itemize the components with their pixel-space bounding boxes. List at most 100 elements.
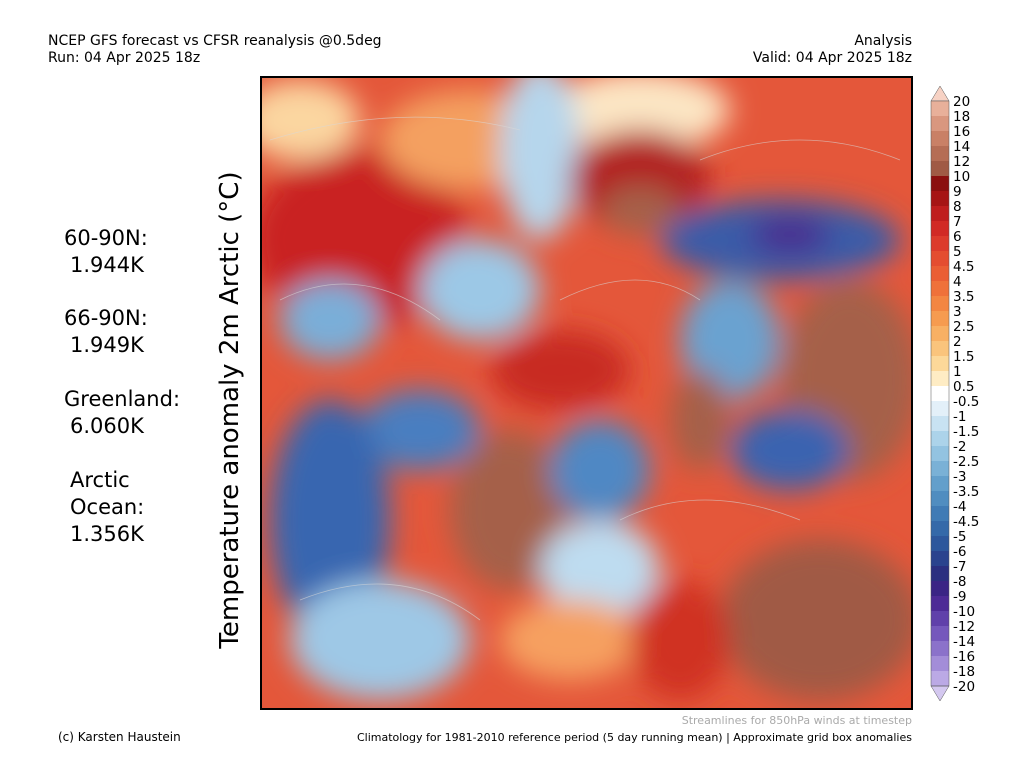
colorbar-swatch [931,446,949,461]
colorbar-label: 1.5 [953,349,974,365]
colorbar-label: 4 [953,274,962,290]
colorbar-label: -8 [953,574,966,590]
colorbar-label: -12 [953,619,975,635]
colorbar-swatch [931,431,949,446]
stat-value: 1.944K [70,253,145,277]
colorbar-label: 3 [953,304,962,320]
colorbar-swatch [931,401,949,416]
colorbar-label: 10 [953,169,970,185]
stat-value: 1.356K [70,522,145,546]
colorbar-label: 18 [953,109,970,125]
stat-value: 1.949K [70,333,145,357]
colorbar-label: 2 [953,334,962,350]
colorbar-label: 1 [953,364,962,380]
colorbar-swatch [931,596,949,611]
colorbar-swatch [931,161,949,176]
colorbar-label: 4.5 [953,259,974,275]
colorbar-end [930,685,950,702]
colorbar-label: -3 [953,469,966,485]
colorbar-label: 8 [953,199,962,215]
stat-value: 6.060K [70,414,145,438]
axis-title: Temperature anomaly 2m Arctic (°C) [215,171,245,649]
colorbar-swatch [931,626,949,641]
streamline-note: Streamlines for 850hPa winds at timestep [682,714,912,727]
colorbar-swatch [931,146,949,161]
colorbar-swatch [931,191,949,206]
colorbar-swatch [931,566,949,581]
colorbar-swatch [931,371,949,386]
colorbar-label: 20 [953,94,970,110]
colorbar-label: -20 [953,679,975,695]
colorbar-label: 3.5 [953,289,974,305]
colorbar-label: 14 [953,139,970,155]
colorbar-label: -16 [953,649,975,665]
colorbar-swatch [931,206,949,221]
colorbar-swatch [931,536,949,551]
header-left: Run: 04 Apr 2025 18z [48,50,200,66]
colorbar-swatch [931,491,949,506]
colorbar-label: 5 [953,244,962,260]
stats: 60-90N: 1.944K 66-90N: 1.949K Greenland: 6.06… [64,226,180,546]
colorbar-swatch [931,461,949,476]
colorbar-swatch [931,416,949,431]
colorbar-swatch [931,521,949,536]
colorbar-swatch [931,116,949,131]
colorbar-swatch [931,221,949,236]
colorbar-label: -3.5 [953,484,979,500]
colorbar-label: -1 [953,409,966,425]
colorbar-label: -10 [953,604,975,620]
colorbar-label: 0.5 [953,379,974,395]
colorbar-swatch [931,236,949,251]
colorbar-swatch [931,551,949,566]
colorbar-label: -5 [953,529,966,545]
colorbar-swatch [931,356,949,371]
colorbar-swatch [931,476,949,491]
stat-label: 60-90N: [64,226,148,250]
footer-note: Climatology for 1981-2010 reference peri… [357,731,912,744]
colorbar-swatch [931,386,949,401]
colorbar-label: -4.5 [953,514,979,530]
colorbar-swatch [931,641,949,656]
colorbar-swatch [931,671,949,686]
colorbar-label: -18 [953,664,975,680]
colorbar-label: 6 [953,229,962,245]
colorbar-label: -9 [953,589,966,605]
stat-label: Greenland: [64,387,180,411]
colorbar-label: -1.5 [953,424,979,440]
colorbar-swatch [931,266,949,281]
colorbar-end [930,85,950,102]
colorbar-frame [930,100,950,687]
colorbar-swatch [931,251,949,266]
colorbar-label: 12 [953,154,970,170]
colorbar-label: 9 [953,184,962,200]
colorbar-label: -2.5 [953,454,979,470]
colorbar-swatch [931,311,949,326]
credit: (c) Karsten Haustein [58,730,181,744]
header-left: NCEP GFS forecast vs CFSR reanalysis @0.… [48,33,382,49]
colorbar-swatch [931,656,949,671]
colorbar: 201816141210987654.543.532.521.510.5-0.5… [930,85,979,702]
colorbar-label: -6 [953,544,966,560]
colorbar-swatch [931,581,949,596]
colorbar-swatch [931,611,949,626]
header-right: Analysis [854,33,912,49]
stat-label: Arctic Ocean: [70,468,144,519]
colorbar-swatch [931,281,949,296]
colorbar-label: -0.5 [953,394,979,410]
colorbar-label: -4 [953,499,966,515]
colorbar-label: 7 [953,214,962,230]
colorbar-swatch [931,326,949,341]
colorbar-swatch [931,176,949,191]
stat-label: 66-90N: [64,306,148,330]
map [261,77,912,709]
colorbar-swatch [931,101,949,116]
colorbar-label: -14 [953,634,975,650]
colorbar-label: -7 [953,559,966,575]
colorbar-swatch [931,296,949,311]
header-right: Valid: 04 Apr 2025 18z [753,50,912,66]
colorbar-label: 2.5 [953,319,974,335]
colorbar-swatch [931,131,949,146]
colorbar-swatch [931,506,949,521]
colorbar-label: 16 [953,124,970,140]
